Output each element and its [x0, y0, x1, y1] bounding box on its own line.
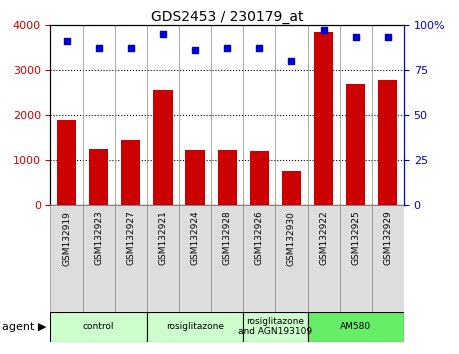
Bar [179, 205, 211, 312]
Bar [314, 32, 333, 205]
Bar [218, 150, 237, 205]
Text: GSM132930: GSM132930 [287, 211, 296, 266]
Bar [115, 205, 147, 312]
Text: GSM132926: GSM132926 [255, 211, 264, 266]
Bar [275, 205, 308, 312]
Text: GSM132924: GSM132924 [190, 211, 200, 265]
Text: GSM132919: GSM132919 [62, 211, 71, 266]
Point [288, 58, 295, 64]
Text: rosiglitazone: rosiglitazone [166, 322, 224, 331]
Bar [50, 312, 147, 342]
Bar [243, 312, 308, 342]
Point [63, 38, 70, 44]
Bar [89, 149, 108, 205]
Bar [121, 140, 140, 205]
Text: agent ▶: agent ▶ [1, 321, 46, 332]
Bar [282, 171, 301, 205]
Bar [57, 120, 76, 205]
Text: GSM132925: GSM132925 [351, 211, 360, 266]
Bar [211, 205, 243, 312]
Point [127, 45, 134, 51]
Point [95, 45, 102, 51]
Bar [372, 205, 404, 312]
Title: GDS2453 / 230179_at: GDS2453 / 230179_at [151, 10, 303, 24]
Bar [243, 205, 275, 312]
Bar [340, 205, 372, 312]
Bar [308, 312, 404, 342]
Point [352, 35, 359, 40]
Point [384, 35, 392, 40]
Point [320, 27, 327, 33]
Bar [185, 150, 205, 205]
Bar [153, 90, 173, 205]
Bar [250, 151, 269, 205]
Text: GSM132922: GSM132922 [319, 211, 328, 265]
Point [256, 45, 263, 51]
Bar [147, 205, 179, 312]
Text: AM580: AM580 [340, 322, 371, 331]
Point [191, 47, 199, 53]
Bar [50, 205, 83, 312]
Text: control: control [83, 322, 114, 331]
Text: GSM132928: GSM132928 [223, 211, 232, 266]
Text: GSM132921: GSM132921 [158, 211, 168, 266]
Bar [147, 312, 243, 342]
Text: rosiglitazone
and AGN193109: rosiglitazone and AGN193109 [238, 317, 313, 336]
Text: GSM132927: GSM132927 [126, 211, 135, 266]
Bar [378, 80, 397, 205]
Bar [83, 205, 115, 312]
Point [224, 45, 231, 51]
Bar [308, 205, 340, 312]
Point [159, 31, 167, 37]
Text: GSM132923: GSM132923 [94, 211, 103, 266]
Bar [346, 84, 365, 205]
Text: GSM132929: GSM132929 [383, 211, 392, 266]
